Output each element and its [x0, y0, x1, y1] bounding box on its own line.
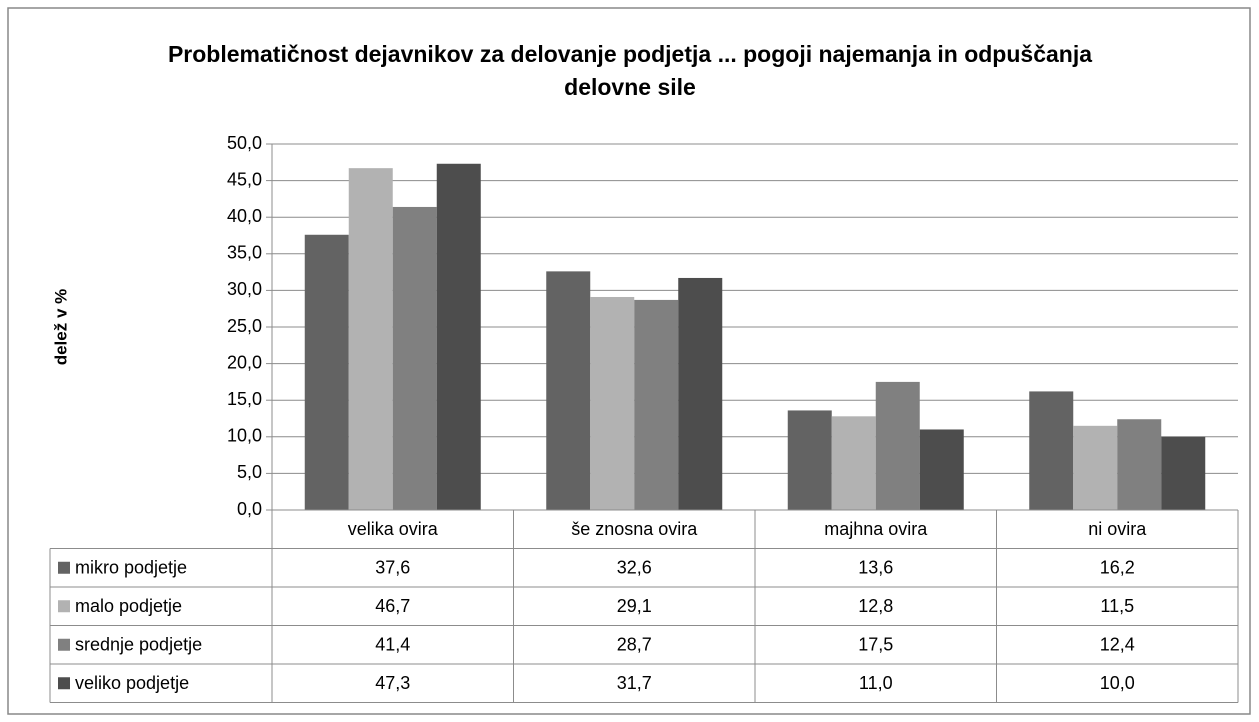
legend-swatch: [58, 677, 70, 690]
y-tick-label: 35,0: [227, 243, 262, 263]
legend-label: mikro podjetje: [75, 558, 187, 578]
y-tick-label: 30,0: [227, 279, 262, 299]
table-value: 28,7: [617, 635, 652, 655]
y-tick-label: 10,0: [227, 426, 262, 446]
chart-title: Problematičnost dejavnikov za delovanje …: [167, 41, 1093, 100]
legend-swatch: [58, 600, 70, 613]
table-value: 11,5: [1100, 596, 1134, 616]
table-value: 16,2: [1100, 558, 1135, 578]
bar: [1117, 419, 1162, 510]
bar: [1029, 391, 1074, 510]
y-tick-label: 15,0: [227, 389, 262, 409]
table-value: 31,7: [617, 673, 652, 693]
table-value: 41,4: [375, 635, 410, 655]
legend-swatch: [58, 561, 70, 574]
bar: [678, 277, 723, 510]
table-value: 12,8: [858, 596, 893, 616]
bar: [831, 416, 876, 510]
legend-label: malo podjetje: [75, 596, 182, 616]
y-tick-label: 5,0: [237, 462, 262, 482]
bar: [304, 234, 349, 510]
x-tick-label: majhna ovira: [824, 519, 928, 539]
bar: [348, 168, 393, 510]
x-tick-label: ni ovira: [1088, 519, 1147, 539]
bar: [919, 429, 964, 510]
y-tick-label: 45,0: [227, 169, 262, 189]
table-value: 17,5: [858, 635, 893, 655]
y-tick-label: 20,0: [227, 352, 262, 372]
bar: [634, 299, 679, 510]
table-value: 32,6: [617, 558, 652, 578]
table-value: 13,6: [858, 558, 893, 578]
legend-label: veliko podjetje: [75, 673, 189, 693]
y-axis-label: delež v %: [51, 289, 70, 366]
x-tick-label: velika ovira: [348, 519, 439, 539]
bar: [1161, 436, 1206, 510]
bar: [875, 381, 920, 510]
legend-swatch: [58, 638, 70, 651]
y-tick-label: 0,0: [237, 499, 262, 519]
bar: [590, 296, 635, 510]
legend-label: srednje podjetje: [75, 635, 202, 655]
bar: [392, 206, 437, 510]
table-value: 37,6: [375, 558, 410, 578]
bar: [546, 271, 591, 510]
table-value: 11,0: [859, 673, 893, 693]
y-tick-label: 25,0: [227, 316, 262, 336]
table-value: 29,1: [617, 596, 652, 616]
table-value: 46,7: [375, 596, 410, 616]
table-value: 47,3: [375, 673, 410, 693]
bar: [787, 410, 832, 510]
y-tick-label: 50,0: [227, 133, 262, 153]
bar: [436, 163, 481, 510]
table-value: 10,0: [1100, 673, 1135, 693]
x-tick-label: še znosna ovira: [571, 519, 698, 539]
y-tick-label: 40,0: [227, 206, 262, 226]
bar: [1073, 425, 1118, 510]
table-value: 12,4: [1100, 635, 1135, 655]
